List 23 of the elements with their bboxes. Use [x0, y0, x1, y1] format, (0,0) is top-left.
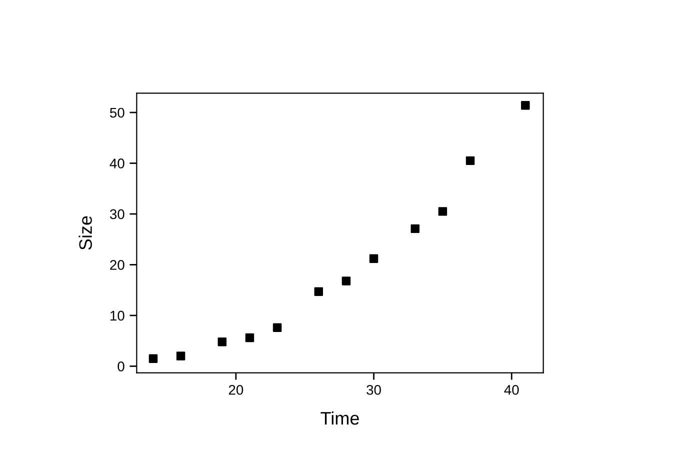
point	[410, 224, 420, 234]
x-tick-label: 20	[228, 384, 244, 395]
y-tick-label: 50	[110, 108, 124, 118]
x-tick-label: 30	[366, 384, 381, 395]
point	[148, 354, 158, 363]
y-axis-title: Size	[78, 216, 92, 250]
point	[314, 287, 324, 296]
y-tick-label: 20	[110, 260, 124, 270]
x-tick-label: 40	[504, 384, 519, 395]
point	[176, 352, 186, 360]
point	[438, 207, 448, 216]
y-tick-label: 40	[110, 158, 124, 168]
point	[369, 254, 378, 263]
y-tick-label: 0	[118, 362, 124, 372]
point	[272, 323, 282, 332]
y-tick-label: 10	[110, 310, 124, 321]
x-axis-title: Time	[320, 411, 359, 425]
point	[245, 333, 254, 342]
point	[342, 276, 351, 286]
y-tick-label: 30	[110, 209, 124, 220]
point	[466, 156, 475, 166]
point	[218, 337, 227, 346]
point	[521, 101, 530, 110]
